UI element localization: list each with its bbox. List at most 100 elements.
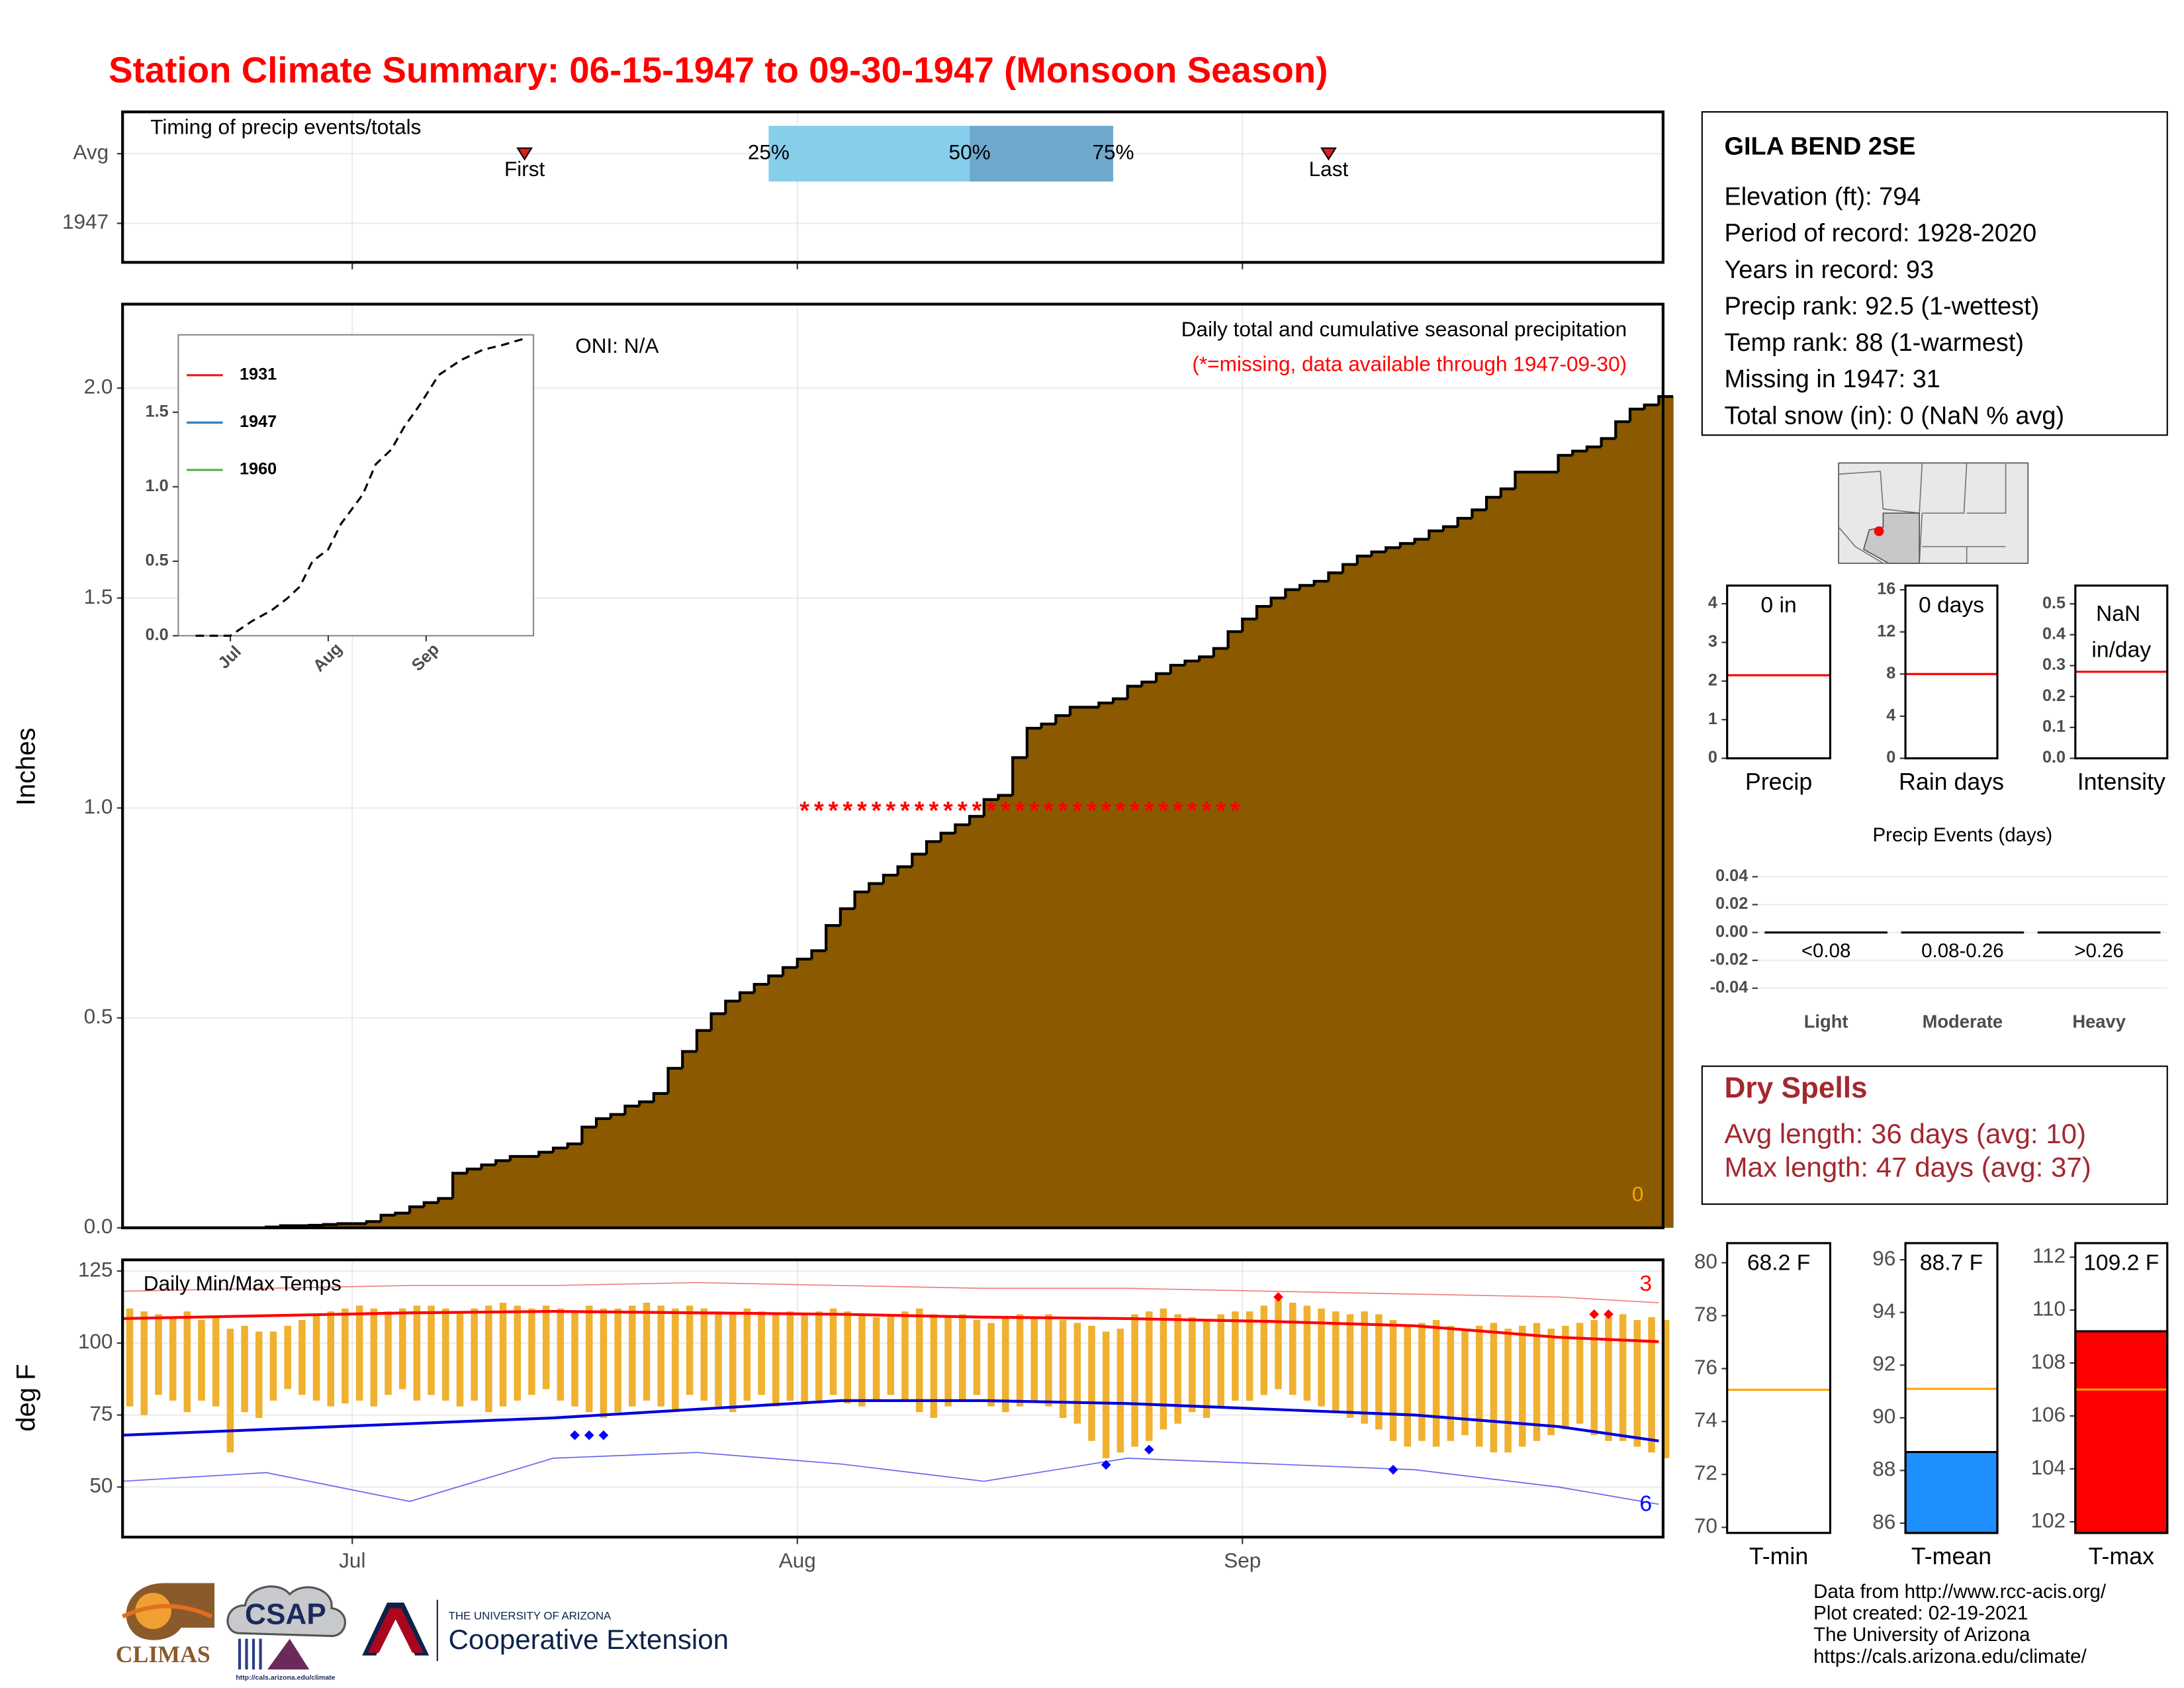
precip-area: [783, 967, 798, 1228]
missing-marker: *: [1015, 797, 1025, 825]
record-marker: [1101, 1460, 1111, 1470]
precip-area: [1271, 598, 1286, 1228]
y-tick-label: 3: [1708, 632, 1717, 651]
y-tick-label: 70: [1694, 1514, 1717, 1538]
temp-range-bar: [1361, 1311, 1368, 1424]
precip-step: [566, 1142, 582, 1149]
precip-step: [465, 1167, 482, 1174]
temp-range-bar: [1260, 1305, 1268, 1395]
precip-area: [1486, 497, 1502, 1228]
y-tick-label: 4: [1708, 594, 1717, 612]
precip-area: [1056, 716, 1071, 1228]
temp-range-bar: [657, 1305, 664, 1407]
temp-range-bar: [758, 1311, 765, 1395]
precip-area: [539, 1152, 554, 1228]
temp-range-bar: [255, 1331, 263, 1418]
precip-step: [1557, 453, 1573, 473]
precip-step: [1413, 538, 1430, 543]
missing-marker: *: [1187, 797, 1197, 825]
x-tick-label: Jul: [339, 1548, 365, 1572]
precip-area: [1515, 472, 1530, 1228]
temp-range-bar: [557, 1308, 565, 1401]
precip-area: [1185, 661, 1200, 1228]
missing-marker: *: [1044, 797, 1054, 825]
value-label: 109.2 F: [2083, 1250, 2159, 1275]
precip-step: [767, 974, 784, 984]
precip-step: [1385, 546, 1400, 552]
climas-swoosh: [121, 1604, 213, 1618]
dry-spells-title: Dry Spells: [1724, 1072, 1867, 1104]
precip-area: [1084, 707, 1099, 1228]
quantile-label: 25%: [748, 140, 790, 164]
temp-line: [122, 1452, 1659, 1505]
group-label: Light: [1804, 1011, 1848, 1032]
y-tick-label: 72: [1694, 1461, 1717, 1485]
missing-marker: *: [799, 797, 809, 825]
temp-range-bar: [872, 1317, 880, 1401]
missing-marker: *: [814, 797, 824, 825]
temp-range-bar: [1418, 1323, 1426, 1441]
x-tick-label: Aug: [779, 1548, 816, 1572]
precip-area: [1386, 547, 1401, 1228]
precip-step: [623, 1104, 640, 1115]
missing-marker: *: [1072, 797, 1082, 825]
precip-area: [1228, 632, 1243, 1228]
precip-area: [567, 1143, 583, 1228]
precip-area: [927, 841, 942, 1228]
precip-step: [1226, 630, 1243, 649]
precip-area: [940, 833, 956, 1228]
temp-range-bar: [643, 1303, 651, 1401]
temp-range-bar: [686, 1305, 694, 1395]
temp-range-bar: [600, 1308, 608, 1418]
temp-range-bar: [226, 1329, 234, 1453]
precip-area: [496, 1160, 511, 1228]
event-marker: [516, 147, 533, 161]
precip-step: [1284, 588, 1300, 598]
precip-area: [1586, 447, 1602, 1228]
climas-sun: [135, 1593, 171, 1629]
panel-border: [121, 303, 1664, 1229]
missing-marker: *: [1058, 797, 1068, 825]
precip-step: [394, 1211, 410, 1215]
value-label: NaN in/day: [2091, 602, 2151, 663]
precip-step: [1643, 403, 1659, 410]
precip-area: [1156, 673, 1171, 1228]
precip-step: [1140, 680, 1157, 686]
precip-step: [1628, 407, 1645, 422]
y-tick-label: 86: [1872, 1509, 1895, 1533]
legend-label: 1947: [240, 412, 277, 431]
station-line: Elevation (ft): 794: [1724, 183, 1921, 211]
panel-subtitle: (*=missing, data available through 1947-…: [1192, 352, 1627, 375]
precip-area: [1543, 472, 1559, 1228]
panel: [122, 1260, 1663, 1538]
precip-step: [365, 1220, 381, 1224]
precip-step: [911, 853, 927, 867]
y-tick-label: 0.0: [146, 626, 169, 644]
extension-text: Cooperative Extension: [449, 1624, 729, 1655]
quantile-label: 75%: [1092, 140, 1134, 164]
y-tick-label: 0.4: [2042, 624, 2066, 643]
missing-marker: *: [986, 797, 996, 825]
precip-step: [1054, 714, 1070, 724]
missing-marker: *: [972, 797, 982, 825]
precip-area: [1429, 530, 1444, 1228]
temp-range-bar: [1504, 1329, 1512, 1453]
precip-step: [853, 890, 870, 909]
precip-area: [1443, 526, 1459, 1228]
precip-step: [1456, 516, 1473, 527]
missing-marker: *: [900, 797, 910, 825]
y-tick-label: 0.2: [2042, 686, 2066, 705]
temp-range-bar: [1475, 1325, 1483, 1447]
temp-range-bar: [1375, 1314, 1383, 1430]
y-tick-label: 102: [2030, 1508, 2066, 1532]
event-label: Last: [1309, 157, 1349, 181]
precip-step: [925, 840, 941, 855]
ua-text: THE UNIVERSITY OF ARIZONA: [449, 1609, 612, 1622]
precip-area: [610, 1114, 626, 1228]
precip-step: [1657, 395, 1674, 405]
precip-area: [453, 1173, 468, 1228]
temp-range-bar: [1246, 1311, 1253, 1401]
precip-area: [955, 824, 970, 1228]
precip-area: [625, 1105, 640, 1228]
temp-range-bar: [1318, 1308, 1325, 1407]
